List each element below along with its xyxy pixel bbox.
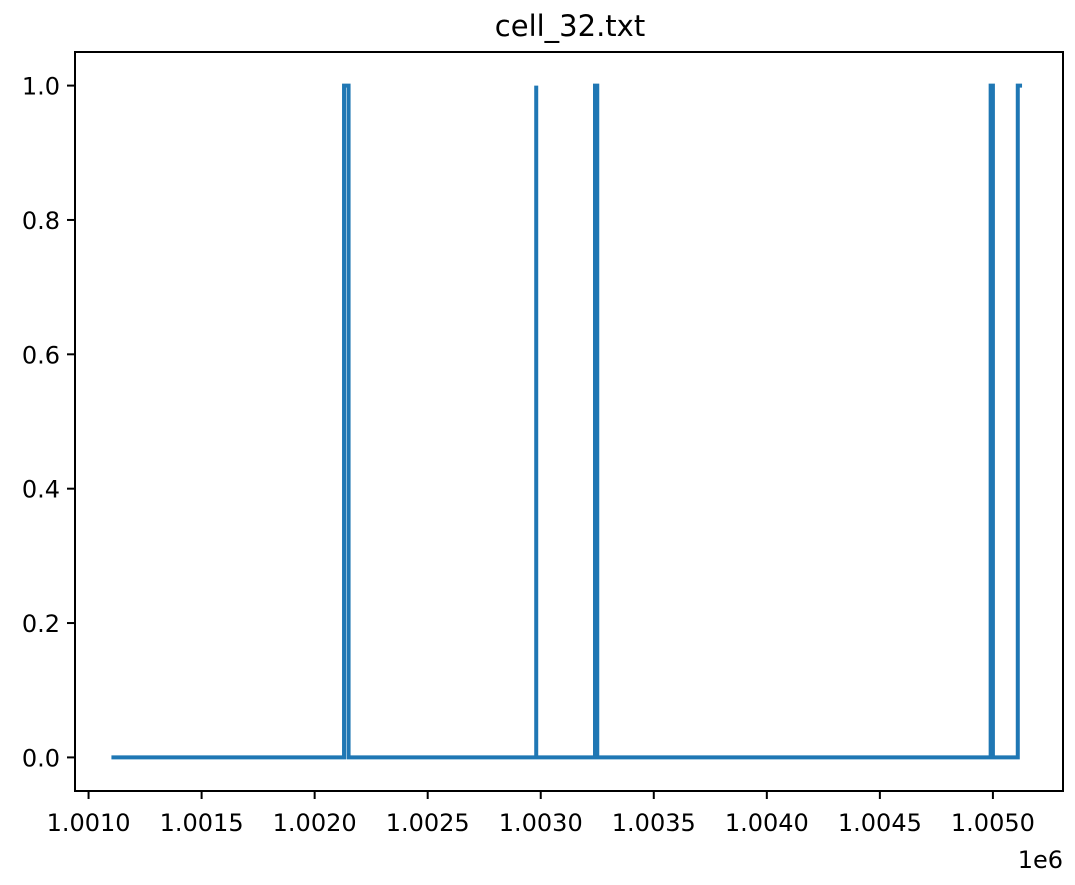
x-axis-offset-label: 1e6 xyxy=(1018,846,1063,874)
x-tick-label: 1.0020 xyxy=(273,809,357,837)
plot-area xyxy=(74,51,1064,792)
plot-frame xyxy=(74,51,1064,792)
y-tick-label: 0.2 xyxy=(22,610,60,638)
series-line-0 xyxy=(111,83,1023,760)
x-tick-label: 1.0030 xyxy=(499,809,583,837)
x-tick-label: 1.0050 xyxy=(951,809,1035,837)
x-tick-label: 1.0035 xyxy=(612,809,696,837)
y-tick-label: 0.4 xyxy=(22,476,60,504)
x-tick-label: 1.0010 xyxy=(47,809,131,837)
y-axis: 0.0 0.2 0.4 0.6 0.8 1.0 xyxy=(22,73,75,772)
y-tick-label: 0.0 xyxy=(22,744,60,772)
y-tick-label: 1.0 xyxy=(22,73,60,101)
x-tick-label: 1.0015 xyxy=(160,809,244,837)
x-tick-label: 1.0025 xyxy=(386,809,470,837)
y-tick-label: 0.8 xyxy=(22,207,60,235)
y-tick-label: 0.6 xyxy=(22,341,60,369)
x-axis: 1.0010 1.0015 1.0020 1.0025 1.0030 1.0035 1.00… xyxy=(47,791,1035,837)
chart-title: cell_32.txt xyxy=(495,9,645,43)
x-tick-label: 1.0040 xyxy=(725,809,809,837)
x-tick-label: 1.0045 xyxy=(838,809,922,837)
